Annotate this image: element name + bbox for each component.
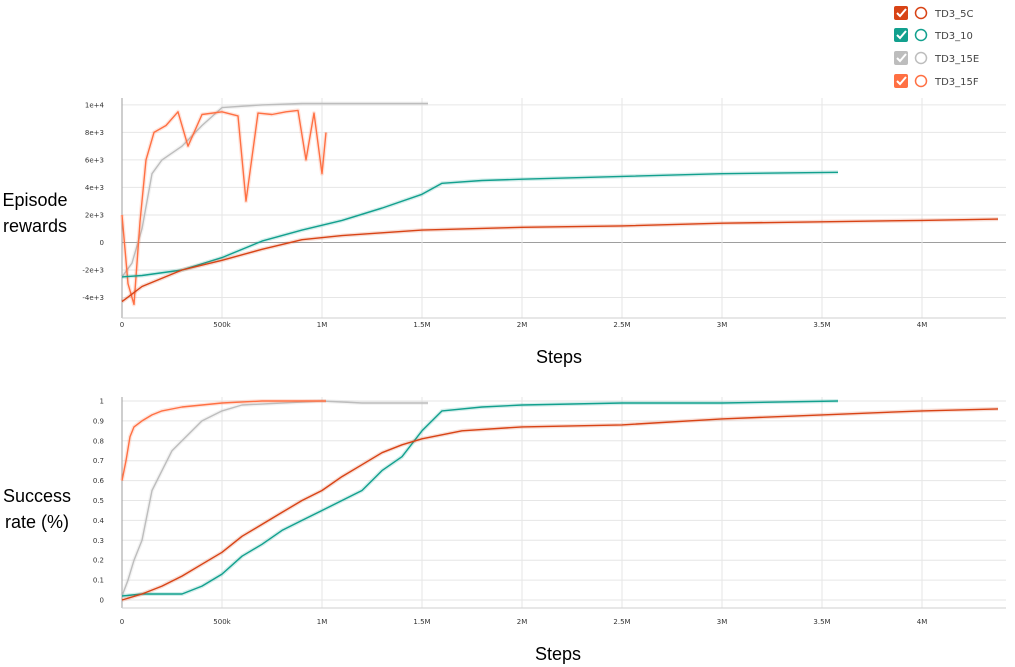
y-tick-label: 6e+3	[85, 156, 104, 164]
x-axis-label: Steps	[536, 347, 582, 367]
checkbox-td3-5c[interactable]	[894, 6, 908, 20]
y-axis-label-line-1: Success	[3, 486, 71, 506]
y-tick-label: 2e+3	[85, 211, 104, 219]
legend-item-td3-15f[interactable]: TD3_15F	[894, 74, 979, 88]
x-tick-label: 2.5M	[613, 618, 630, 626]
series-line-raw-td3-5c	[120, 217, 999, 304]
legend-item-td3-15e[interactable]: TD3_15E	[894, 51, 979, 65]
y-tick-label: -2e+3	[82, 266, 104, 274]
x-tick-label: 3M	[717, 618, 728, 626]
y-tick-label: 0.8	[93, 437, 104, 445]
check-icon	[896, 8, 907, 18]
x-tick-label: 1.5M	[413, 321, 430, 329]
y-tick-label: 0.7	[93, 457, 104, 465]
legend: TD3_5C TD3_10 TD3_15E TD3_15F	[894, 6, 979, 88]
legend-circle-icon	[914, 6, 928, 20]
series-line-td3-10	[121, 171, 839, 278]
y-tick-label: 0.6	[93, 477, 105, 485]
y-tick-label: 1	[100, 397, 104, 405]
legend-label: TD3_10	[934, 31, 973, 42]
series-line-raw-td3-5c	[121, 406, 999, 602]
series-line-td3-5c	[121, 408, 999, 601]
check-icon	[896, 53, 907, 63]
y-axis-label-line-1: Episode	[2, 190, 67, 210]
x-tick-label: 1.5M	[413, 618, 430, 626]
series-line-raw-td3-15e	[120, 101, 428, 279]
legend-item-td3-10[interactable]: TD3_10	[894, 28, 973, 42]
series-line-td3-10	[121, 400, 839, 597]
legend-circle-icon	[914, 51, 928, 65]
series-line-td3-5c	[121, 218, 999, 303]
y-tick-label: -4e+3	[82, 294, 104, 302]
x-tick-label: 500k	[213, 321, 231, 329]
y-tick-label: 0.9	[93, 417, 104, 425]
series-line-td3-15e	[121, 400, 428, 597]
chart-episode-rewards: Episode rewards Steps -4e+3 -2e+3 0 2e+3 4e+…	[2, 98, 1006, 367]
series-line-td3-15e	[121, 102, 428, 278]
y-tick-label: 0.4	[93, 517, 105, 525]
x-tick-label: 2.5M	[613, 321, 630, 329]
legend-circle-icon	[914, 28, 928, 42]
y-axis-label-line-2: rate (%)	[5, 512, 69, 532]
y-tick-label: 8e+3	[85, 129, 104, 137]
y-tick-label: 0.5	[93, 497, 104, 505]
legend-label: TD3_5C	[934, 9, 974, 20]
x-tick-label: 3.5M	[813, 618, 830, 626]
x-tick-label: 0	[120, 618, 124, 626]
y-tick-label: 0	[100, 597, 104, 605]
x-axis-label: Steps	[535, 644, 581, 664]
x-tick-label: 4M	[917, 618, 928, 626]
y-tick-label: 0.1	[93, 577, 104, 585]
y-axis-label-line-2: rewards	[3, 216, 67, 236]
series-line-td3-15f	[121, 400, 326, 481]
x-tick-label: 1M	[317, 321, 328, 329]
x-tick-label: 3M	[717, 321, 728, 329]
check-icon	[896, 30, 907, 40]
y-tick-label: 4e+3	[85, 184, 104, 192]
x-tick-label: 3.5M	[813, 321, 830, 329]
x-tick-label: 2M	[517, 321, 528, 329]
check-icon	[896, 76, 907, 86]
x-tick-label: 0	[120, 321, 124, 329]
checkbox-td3-10[interactable]	[894, 28, 908, 42]
y-tick-label: 0.3	[93, 537, 104, 545]
legend-item-td3-5c[interactable]: TD3_5C	[894, 6, 974, 20]
legend-circle-icon	[914, 74, 928, 88]
legend-label: TD3_15F	[934, 77, 979, 88]
checkbox-td3-15f[interactable]	[894, 74, 908, 88]
x-tick-label: 2M	[517, 618, 528, 626]
legend-label: TD3_15E	[934, 54, 979, 65]
y-tick-label: 0.2	[93, 557, 104, 565]
series-line-raw-td3-15e	[120, 399, 428, 597]
x-tick-label: 500k	[213, 618, 231, 626]
series-line-td3-15f	[121, 109, 327, 306]
y-tick-label: 0	[100, 239, 104, 247]
y-tick-label: 1e+4	[85, 101, 105, 109]
chart-success-rate: Success rate (%) Steps 0 0.1 0.2 0.3 0.4 0.5 0…	[3, 397, 1006, 664]
x-tick-label: 4M	[917, 321, 928, 329]
checkbox-td3-15e[interactable]	[894, 51, 908, 65]
x-tick-label: 1M	[317, 618, 328, 626]
